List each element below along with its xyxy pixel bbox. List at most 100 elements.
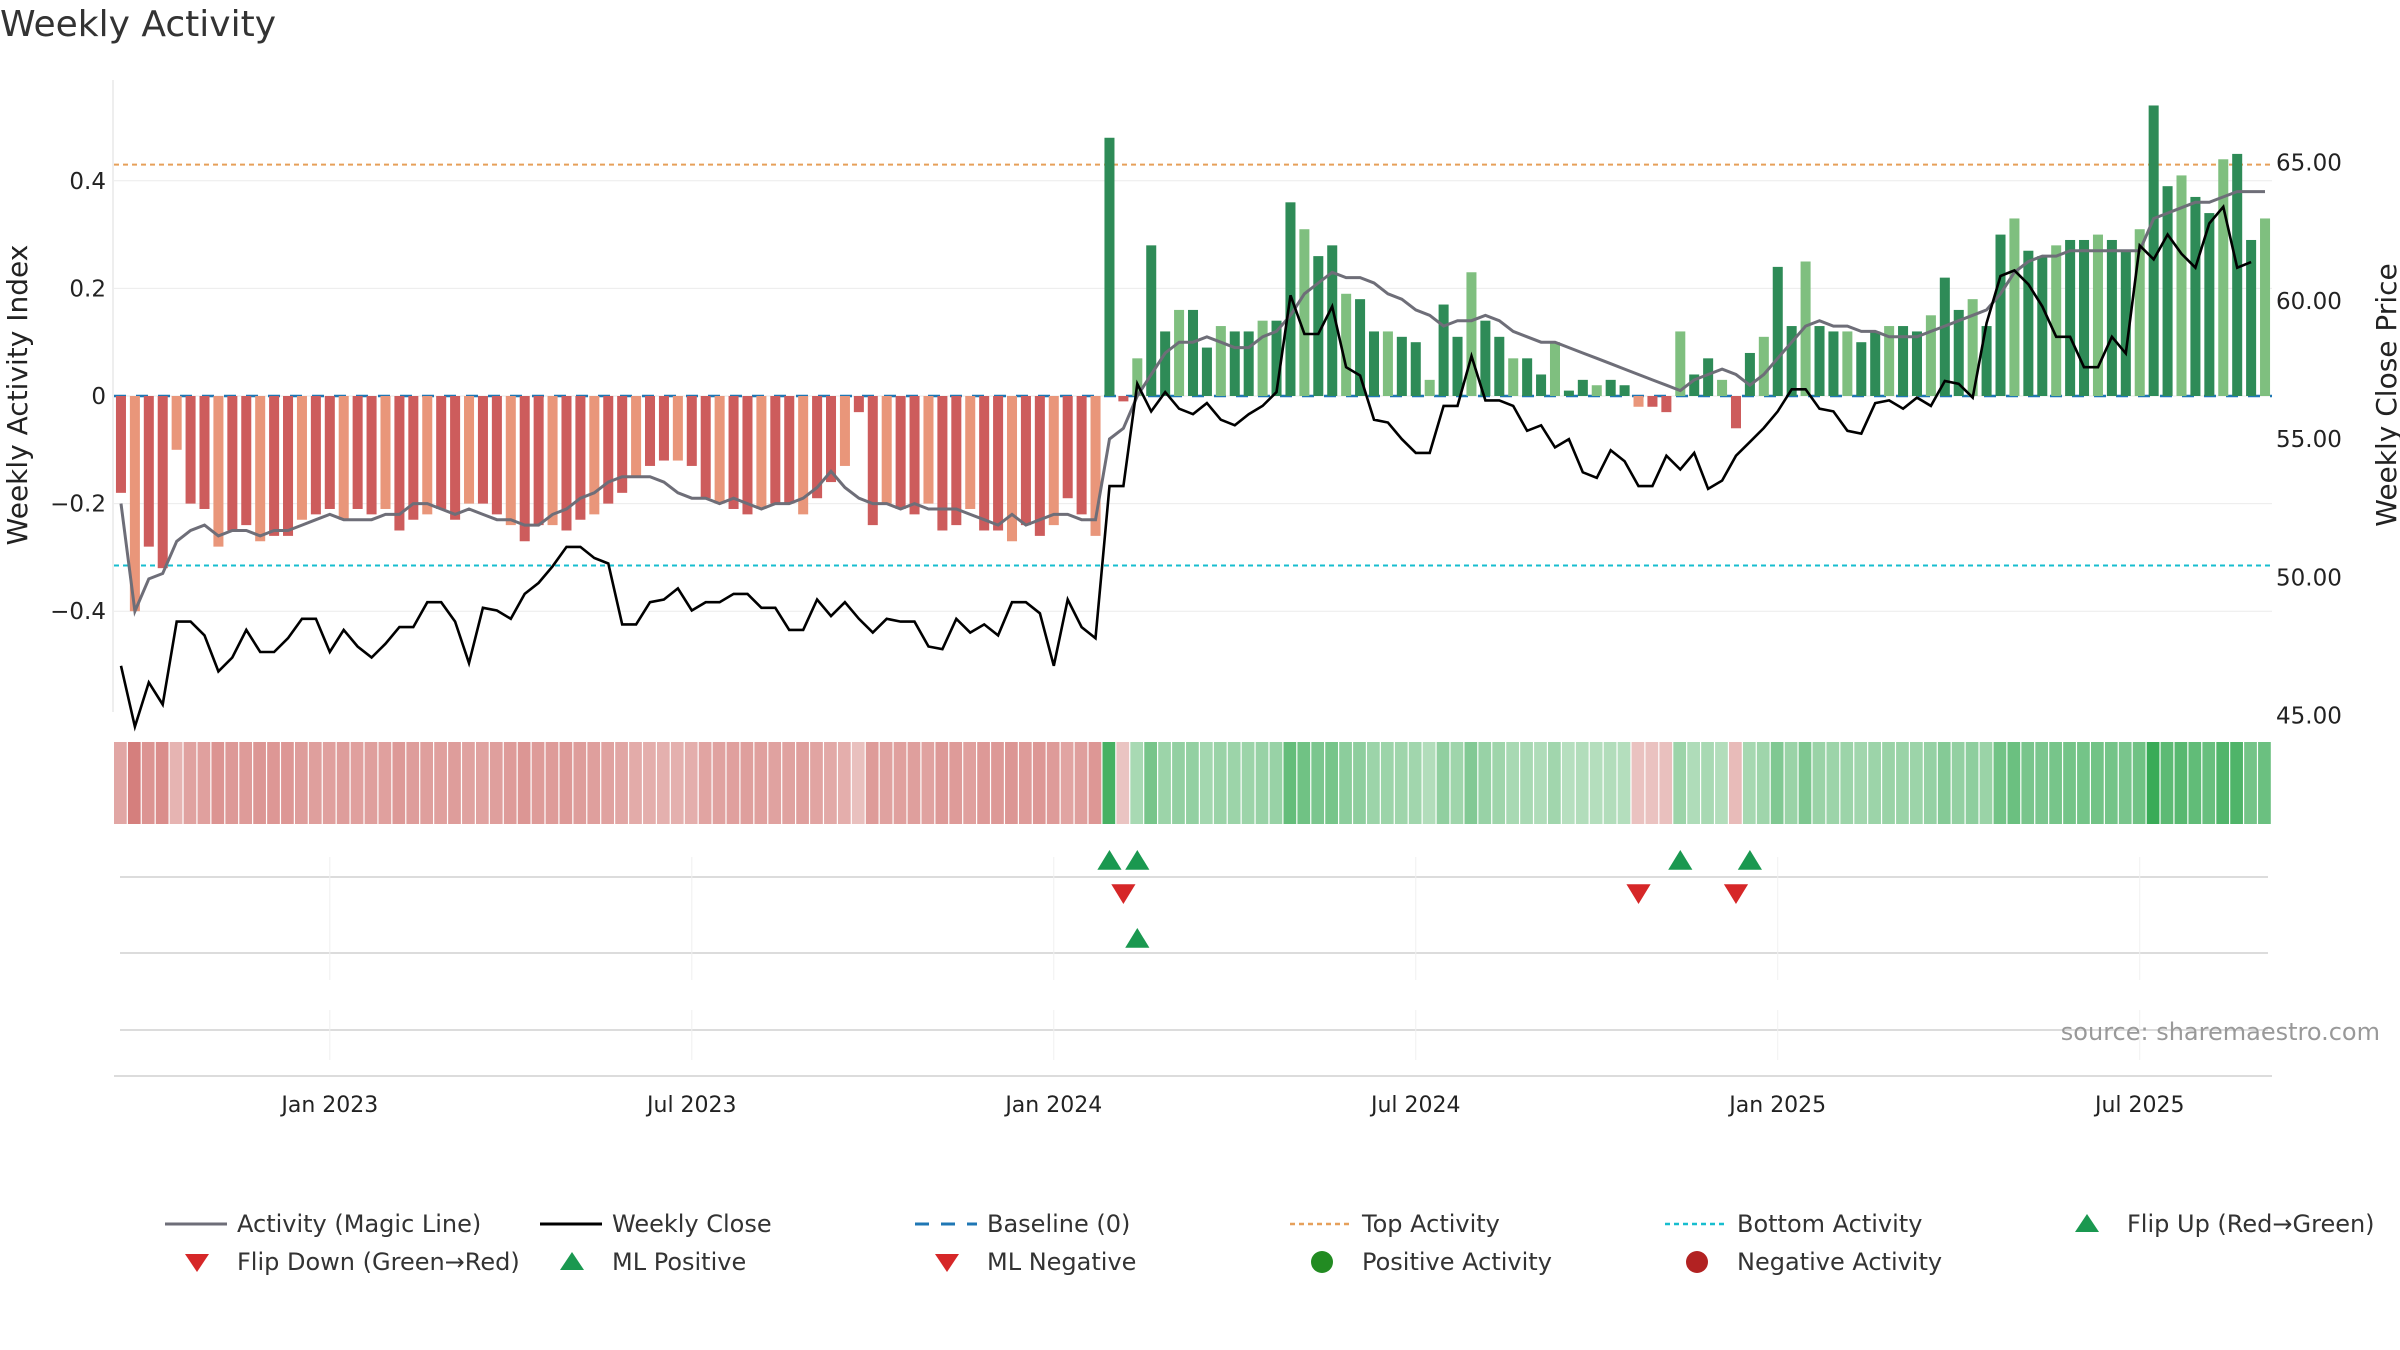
legend-swatch [1686, 1251, 1708, 1273]
strip-cell [810, 742, 823, 824]
activity-bar [2037, 256, 2048, 396]
strip-cell [601, 742, 615, 824]
strip-cell [2049, 742, 2062, 824]
strip-cell [1241, 742, 1255, 824]
activity-bar [380, 396, 391, 509]
strip-cell [1380, 742, 1394, 824]
legend-swatch [935, 1254, 959, 1272]
activity-bar [143, 396, 154, 547]
activity-bar [1703, 358, 1714, 396]
activity-bar [2162, 186, 2173, 396]
strip-cell [643, 742, 656, 824]
strip-cell [1645, 742, 1659, 824]
strip-cell [2007, 742, 2021, 824]
strip-cell [1575, 742, 1589, 824]
strip-cell [225, 742, 239, 824]
legend-label: Positive Activity [1362, 1248, 1552, 1276]
activity-bar [686, 396, 697, 466]
activity-bar [1508, 358, 1519, 396]
activity-bar [296, 396, 307, 520]
activity-bar [2218, 159, 2229, 396]
strip-cell [573, 742, 587, 824]
activity-bar [798, 396, 809, 515]
activity-bar [1772, 266, 1783, 396]
activity-bar [1605, 379, 1616, 396]
strip-cell [2146, 742, 2160, 824]
activity-bar [1174, 309, 1185, 396]
left-tick-label: 0.4 [69, 169, 106, 195]
strip-cell [1937, 742, 1951, 824]
activity-bar [2134, 229, 2145, 396]
activity-bar [1925, 315, 1936, 396]
date-axis: Jan 2023 Jul 2023 Jan 2024 Jul 2024 Jan 2025… [279, 1093, 2184, 1118]
strip-cell [448, 742, 461, 824]
activity-bar [408, 396, 419, 520]
strip-cell [1812, 742, 1826, 824]
activity-bar [1090, 396, 1101, 536]
strip-cell [587, 742, 601, 824]
strip-cell [2230, 742, 2243, 824]
strip-cell [1840, 742, 1854, 824]
activity-bar [1355, 299, 1366, 396]
activity-bar [2106, 239, 2117, 396]
strip-cell [2063, 742, 2076, 824]
strip-cell [1339, 742, 1352, 824]
strip-cell [2104, 742, 2118, 824]
strip-cell [1826, 742, 1840, 824]
activity-bar [436, 396, 447, 509]
strip-cell [253, 742, 266, 824]
activity-bar [129, 396, 140, 612]
activity-bar [310, 396, 321, 515]
activity-bar [979, 396, 990, 531]
activity-bar [1438, 304, 1449, 396]
activity-bar [1675, 331, 1686, 396]
strip-cell [2202, 742, 2216, 824]
strip-cell [169, 742, 183, 824]
activity-bar [2204, 213, 2215, 396]
activity-bar [1341, 293, 1352, 396]
activity-bar [1828, 331, 1839, 396]
strip-cell [392, 742, 406, 824]
activity-bar [2176, 175, 2187, 396]
activity-bar [1800, 261, 1811, 396]
right-tick-label: 60.00 [2276, 289, 2342, 315]
activity-bar [227, 396, 238, 531]
activity-bar [1327, 245, 1338, 396]
strip-cell [378, 742, 392, 824]
activity-bar [1466, 272, 1477, 396]
strip-cell [684, 742, 698, 824]
activity-bar [1257, 320, 1268, 396]
activity-bar [867, 396, 878, 526]
legend-swatch [1311, 1251, 1333, 1273]
right-tick-label: 65.00 [2276, 151, 2342, 177]
strip-cell [1770, 742, 1784, 824]
strip-cell [1394, 742, 1408, 824]
flip-up-marker [1737, 850, 1763, 870]
activity-bar [909, 396, 920, 515]
strip-cell [281, 742, 294, 824]
strip-cell [2244, 742, 2257, 824]
strip-cell [1018, 742, 1032, 824]
activity-bar [352, 396, 363, 509]
activity-bar [2023, 250, 2034, 396]
strip-cell [322, 742, 336, 824]
activity-bar [1006, 396, 1018, 542]
strip-cell [1325, 742, 1338, 824]
activity-bar [1243, 331, 1254, 396]
strip-cell [1687, 742, 1700, 824]
strip-cell [239, 742, 253, 824]
axes: 0.4 0.2 0 −0.2 −0.4 65.00 60.00 55.00 50.00 45.00 [50, 80, 2342, 730]
strip-cell [879, 742, 893, 824]
strip-cell [1450, 742, 1464, 824]
strip-cell [1213, 742, 1227, 824]
activity-bar [1870, 331, 1881, 396]
strip-cell [545, 742, 559, 824]
legend-label: ML Negative [987, 1248, 1136, 1276]
date-tick-label: Jul 2024 [1369, 1093, 1461, 1118]
strip-cell [768, 742, 782, 824]
strip-cell [211, 742, 225, 824]
activity-bar [2051, 245, 2062, 396]
activity-bar [1911, 331, 1922, 396]
date-tick-label: Jan 2024 [1003, 1093, 1102, 1118]
